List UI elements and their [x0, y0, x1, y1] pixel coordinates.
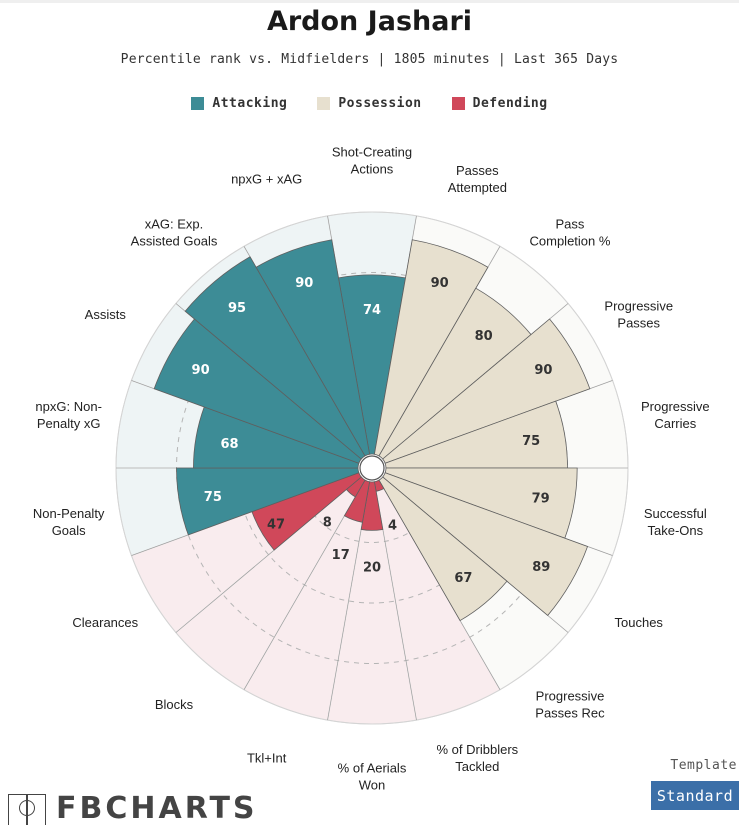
- category-label-line: Non-Penalty: [33, 506, 105, 521]
- category-label-line: Take-Ons: [648, 523, 704, 538]
- category-label-npxg-non-penalty-xg: npxG: Non- Penalty xG: [35, 399, 101, 431]
- category-label-line: Won: [359, 778, 386, 793]
- value-label-non-penalty-goals: 75: [204, 490, 222, 505]
- value-label-clearances: 47: [267, 517, 285, 532]
- value-label-progressive-passes: 90: [534, 363, 552, 378]
- category-label-line: % of Dribblers: [437, 742, 519, 757]
- category-label-line: Passes: [617, 316, 660, 331]
- category-label-line: Passes: [456, 163, 499, 178]
- value-label-progressive-carries: 75: [522, 434, 540, 449]
- category-label-npxg-xag: npxG + xAG: [231, 172, 302, 187]
- category-label-passes-attempted: Passes Attempted: [448, 163, 507, 195]
- legend-item-possession: Possession: [317, 96, 421, 111]
- page-title: Ardon Jashari: [266, 6, 473, 37]
- category-label-line: Assists: [85, 307, 127, 322]
- category-label-tkl-int: Tkl+Int: [247, 750, 287, 765]
- chart-subtitle: Percentile rank vs. Midfielders | 1805 m…: [120, 52, 619, 67]
- bar-passes-attempted: [373, 239, 489, 457]
- bar-non-penalty-goals: [176, 467, 360, 536]
- category-label-clearances: Clearances: [72, 615, 138, 630]
- bar-progressive-passes: [382, 318, 591, 464]
- category-label-progressive-carries: Progressive Carries: [641, 399, 710, 431]
- category-label-line: Passes Rec: [535, 705, 605, 720]
- category-label-line: Progressive: [604, 299, 673, 314]
- category-label-line: Successful: [644, 506, 707, 521]
- legend: Attacking Possession Defending: [0, 96, 739, 111]
- value-label-assists: 90: [192, 363, 210, 378]
- value-label-xag-exp-assisted-goals: 95: [228, 301, 246, 316]
- category-label-line: Clearances: [72, 615, 138, 630]
- category-label-of-dribblers-tackled: % of Dribblers Tackled: [437, 742, 519, 774]
- legend-item-attacking: Attacking: [191, 96, 287, 111]
- category-label-line: Blocks: [155, 697, 194, 712]
- category-label-of-aerials-won: % of Aerials Won: [338, 761, 407, 793]
- template-label: Template: [670, 758, 737, 773]
- category-label-shot-creating-actions: Shot-Creating Actions: [332, 145, 412, 177]
- category-label-non-penalty-goals: Non-Penalty Goals: [33, 506, 105, 538]
- category-label-line: Progressive: [536, 688, 605, 703]
- category-label-line: Attempted: [448, 180, 507, 195]
- fbcharts-logo: FBCHARTS: [8, 794, 258, 825]
- category-label-line: npxG + xAG: [231, 172, 302, 187]
- category-label-line: Shot-Creating: [332, 145, 412, 160]
- value-label-tkl-int: 17: [332, 548, 350, 563]
- value-label-progressive-passes-rec: 67: [454, 571, 472, 586]
- bar-xag-exp-assisted-goals: [184, 256, 366, 460]
- category-label-line: Touches: [615, 615, 664, 630]
- legend-swatch-attacking: [191, 97, 205, 110]
- category-label-touches: Touches: [615, 615, 664, 630]
- logo-text: FBCHARTS: [56, 791, 258, 826]
- value-label-npxg-non-penalty-xg: 68: [220, 437, 238, 452]
- category-label-line: xAG: Exp.: [145, 217, 204, 232]
- value-label-of-dribblers-tackled: 4: [388, 518, 397, 533]
- legend-label-attacking: Attacking: [212, 96, 288, 111]
- category-labels: Shot-Creating Actions Passes Attempted Pass C…: [33, 145, 710, 793]
- category-label-line: Tackled: [455, 759, 499, 774]
- legend-label-defending: Defending: [472, 96, 548, 111]
- value-label-blocks: 8: [323, 515, 332, 530]
- legend-swatch-possession: [317, 97, 331, 110]
- bar-touches: [382, 472, 589, 617]
- legend-label-possession: Possession: [338, 96, 422, 111]
- legend-item-defending: Defending: [451, 96, 548, 111]
- logo-mark-icon: [8, 794, 46, 825]
- category-label-line: Tkl+Int: [247, 750, 287, 765]
- value-label-pass-completion: 80: [475, 329, 493, 344]
- value-label-npxg-xag: 90: [295, 276, 313, 291]
- bar-progressive-passes-rec: [378, 476, 508, 622]
- category-label-line: Penalty xG: [37, 416, 101, 431]
- category-label-line: Assisted Goals: [131, 234, 218, 249]
- template-select-button[interactable]: Standard: [651, 781, 739, 810]
- category-label-line: % of Aerials: [338, 761, 407, 776]
- center-hub: [359, 455, 385, 481]
- category-label-line: Goals: [52, 523, 86, 538]
- category-label-line: Carries: [654, 416, 696, 431]
- category-label-pass-completion: Pass Completion %: [530, 217, 611, 249]
- bars: [153, 239, 591, 622]
- category-label-successful-take-ons: Successful Take-Ons: [644, 506, 707, 538]
- category-label-line: Pass: [556, 217, 585, 232]
- category-label-assists: Assists: [85, 307, 127, 322]
- category-label-progressive-passes: Progressive Passes: [604, 299, 673, 331]
- category-label-xag-exp-assisted-goals: xAG: Exp. Assisted Goals: [131, 217, 218, 249]
- value-label-touches: 89: [532, 560, 550, 575]
- category-label-line: Progressive: [641, 399, 710, 414]
- value-labels: 74 90 80 90 75 79 89 67 4 20 17 8 47 75 68 90 95 90: [192, 276, 553, 586]
- category-label-blocks: Blocks: [155, 697, 194, 712]
- bar-npxg-xag: [255, 239, 371, 457]
- value-label-passes-attempted: 90: [431, 276, 449, 291]
- category-label-line: Actions: [351, 162, 394, 177]
- category-label-line: Completion %: [530, 234, 611, 249]
- value-label-of-aerials-won: 20: [363, 561, 381, 576]
- category-label-progressive-passes-rec: Progressive Passes Rec: [535, 688, 605, 720]
- top-divider: [0, 0, 739, 3]
- value-label-successful-take-ons: 79: [532, 492, 550, 507]
- legend-swatch-defending: [451, 97, 465, 110]
- value-label-shot-creating-actions: 74: [363, 303, 381, 318]
- category-label-line: npxG: Non-: [35, 399, 101, 414]
